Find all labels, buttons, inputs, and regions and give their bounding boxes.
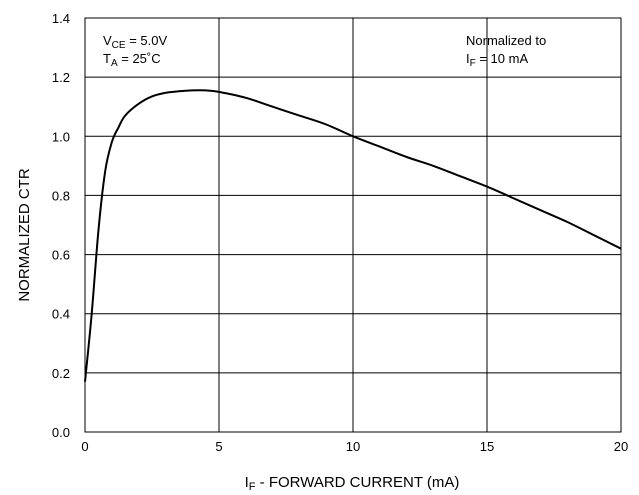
grid-lines [85, 18, 621, 432]
vce-annotation: VCE = 5.0V [103, 33, 167, 51]
y-tick-label: 0.0 [52, 425, 70, 440]
normalized-annotation-line1: Normalized to [466, 33, 546, 48]
plot-frame [84, 17, 622, 433]
y-tick-label: 0.2 [52, 366, 70, 381]
normalized-annotation-line2: IF = 10 mA [466, 51, 528, 69]
y-tick-label: 0.4 [52, 307, 70, 322]
x-axis-title: IF - FORWARD CURRENT (mA) [245, 474, 460, 493]
tick-labels: 0 5 10 15 20 0.0 0.2 0.4 0.6 0.8 1.0 1.2 1.4 [52, 11, 628, 454]
y-tick-label: 1.2 [52, 70, 70, 85]
series-curve [84, 89, 622, 382]
x-tick-label: 5 [215, 439, 222, 454]
y-axis-title: NORMALIZED CTR [16, 168, 33, 302]
y-tick-label: 0.8 [52, 188, 70, 203]
y-tick-label: 1.0 [52, 129, 70, 144]
x-tick-label: 10 [346, 439, 360, 454]
ta-annotation: TA = 25˚C [103, 51, 161, 69]
x-tick-label: 0 [81, 439, 88, 454]
y-tick-label: 1.4 [52, 11, 70, 26]
y-tick-label: 0.6 [52, 248, 70, 263]
x-tick-label: 15 [480, 439, 494, 454]
x-tick-label: 20 [614, 439, 628, 454]
